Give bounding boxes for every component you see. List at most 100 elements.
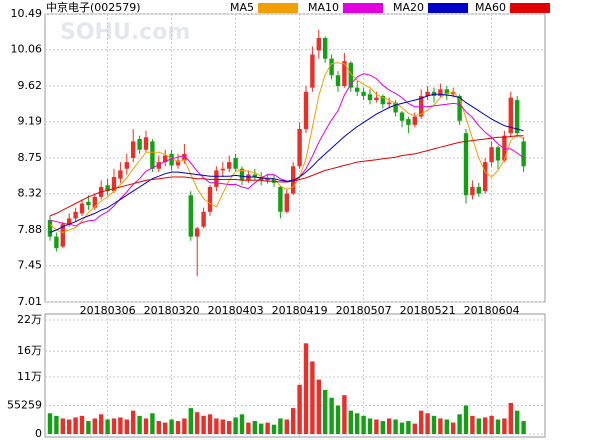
- x-tick-label: 20180507: [336, 304, 392, 317]
- candle-body: [297, 129, 302, 167]
- ma-line: [49, 93, 524, 233]
- candle-body: [380, 95, 385, 105]
- legend-swatch: [258, 3, 299, 13]
- y-tick-label: 16万: [17, 344, 42, 357]
- candle-body: [495, 147, 501, 161]
- y-tick-label: 7.88: [18, 223, 43, 236]
- y-tick-label: 10.06: [11, 43, 43, 56]
- candle-body: [470, 186, 475, 196]
- x-tick-label: 20180306: [80, 304, 136, 317]
- volume-bar: [502, 418, 507, 434]
- x-tick-label: 20180604: [464, 304, 520, 317]
- volume-bar: [444, 419, 449, 434]
- volume-bar: [508, 402, 513, 434]
- volume-frame: [44, 313, 546, 438]
- y-tick-label: 0: [35, 427, 42, 440]
- x-tick-label: 20180320: [144, 304, 200, 317]
- volume-bar: [227, 421, 232, 434]
- volume-bar: [380, 421, 385, 434]
- volume-bar: [265, 422, 270, 434]
- volume-bar: [342, 395, 347, 434]
- y-tick-label: 8.75: [18, 151, 43, 164]
- volume-bar: [54, 415, 59, 434]
- volume-bar: [489, 415, 494, 434]
- candle-body: [265, 178, 270, 181]
- volume-bar: [214, 418, 219, 434]
- candle-body: [374, 97, 379, 101]
- volume-bar: [67, 419, 72, 434]
- candle-body: [169, 153, 174, 166]
- volume-bar: [355, 413, 360, 434]
- volume-bar: [431, 415, 437, 434]
- volume-bar: [310, 361, 315, 434]
- volume-bar: [297, 384, 302, 434]
- candle-body: [348, 62, 353, 88]
- volume-bar: [156, 421, 161, 434]
- volume-bar: [169, 419, 174, 434]
- volume-bar: [303, 343, 309, 434]
- x-tick-label: 20180419: [272, 304, 328, 317]
- volume-bar: [252, 421, 257, 434]
- candle-body: [227, 162, 232, 169]
- candle-body: [175, 160, 181, 166]
- volume-bar: [521, 421, 526, 434]
- candle-body: [310, 54, 315, 88]
- candle-body: [163, 155, 168, 163]
- volume-bar: [92, 418, 97, 434]
- volume-bar: [137, 415, 142, 434]
- candle-body: [67, 218, 72, 225]
- candle-body: [329, 58, 334, 76]
- volume-bar: [118, 417, 123, 434]
- candle-body: [150, 141, 155, 169]
- volume-bar: [207, 414, 213, 434]
- candle-body: [182, 153, 187, 161]
- candle-body: [521, 141, 526, 167]
- volume-bar: [323, 389, 328, 434]
- volume-bar: [483, 417, 488, 434]
- x-tick-label: 20180521: [400, 304, 456, 317]
- volume-bar: [79, 415, 85, 434]
- candle-body: [438, 89, 443, 96]
- watermark: SOHU.com: [60, 20, 190, 45]
- volume-bar: [438, 418, 443, 434]
- candle-body: [425, 91, 430, 96]
- candle-body: [399, 112, 405, 121]
- candle-body: [156, 162, 161, 169]
- volume-bar: [348, 410, 353, 434]
- candle-body: [335, 75, 341, 86]
- candle-body: [483, 162, 488, 192]
- candle-body: [361, 91, 366, 96]
- volume-bar: [124, 419, 129, 434]
- candle-body: [476, 186, 481, 194]
- volume-bar: [233, 417, 238, 434]
- candle-body: [47, 220, 53, 237]
- chart-title: 中京电子(002579): [46, 0, 141, 14]
- candle-body: [214, 170, 219, 187]
- candle-body: [73, 211, 78, 219]
- candle-body: [342, 61, 347, 86]
- volume-bar: [335, 405, 341, 434]
- volume-bar: [476, 418, 481, 434]
- y-tick-label: 55259: [7, 398, 42, 411]
- candle-body: [188, 195, 193, 237]
- candle-body: [278, 186, 283, 212]
- volume-bar: [425, 413, 430, 434]
- volume-bar: [374, 419, 379, 434]
- candle-body: [284, 193, 289, 212]
- ma-line: [49, 135, 524, 217]
- candle-body: [463, 133, 469, 196]
- candle-body: [508, 97, 513, 134]
- volume-bar: [278, 418, 283, 434]
- volume-bar: [182, 418, 187, 434]
- candle-body: [54, 236, 59, 249]
- candle-body: [201, 211, 206, 227]
- legend-label: MA60: [475, 1, 506, 14]
- volume-bar: [271, 424, 277, 434]
- candle-body: [412, 116, 417, 125]
- legend-label: MA10: [308, 1, 339, 14]
- volume-bar: [457, 414, 462, 434]
- candle-body: [220, 168, 225, 171]
- candle-body: [444, 89, 449, 95]
- volume-bar: [367, 418, 373, 434]
